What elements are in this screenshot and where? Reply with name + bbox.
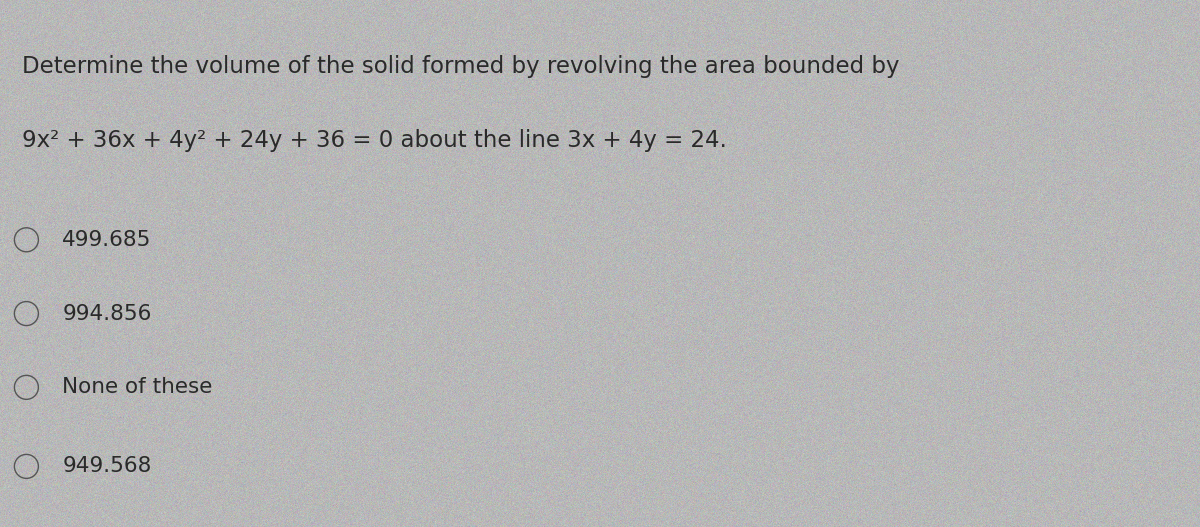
Text: 9x² + 36x + 4y² + 24y + 36 = 0 about the line 3x + 4y = 24.: 9x² + 36x + 4y² + 24y + 36 = 0 about the… — [22, 129, 726, 152]
Text: 499.685: 499.685 — [62, 230, 151, 250]
Text: 994.856: 994.856 — [62, 304, 151, 324]
Text: Determine the volume of the solid formed by revolving the area bounded by: Determine the volume of the solid formed… — [22, 55, 899, 79]
Text: 949.568: 949.568 — [62, 456, 151, 476]
Text: None of these: None of these — [62, 377, 212, 397]
